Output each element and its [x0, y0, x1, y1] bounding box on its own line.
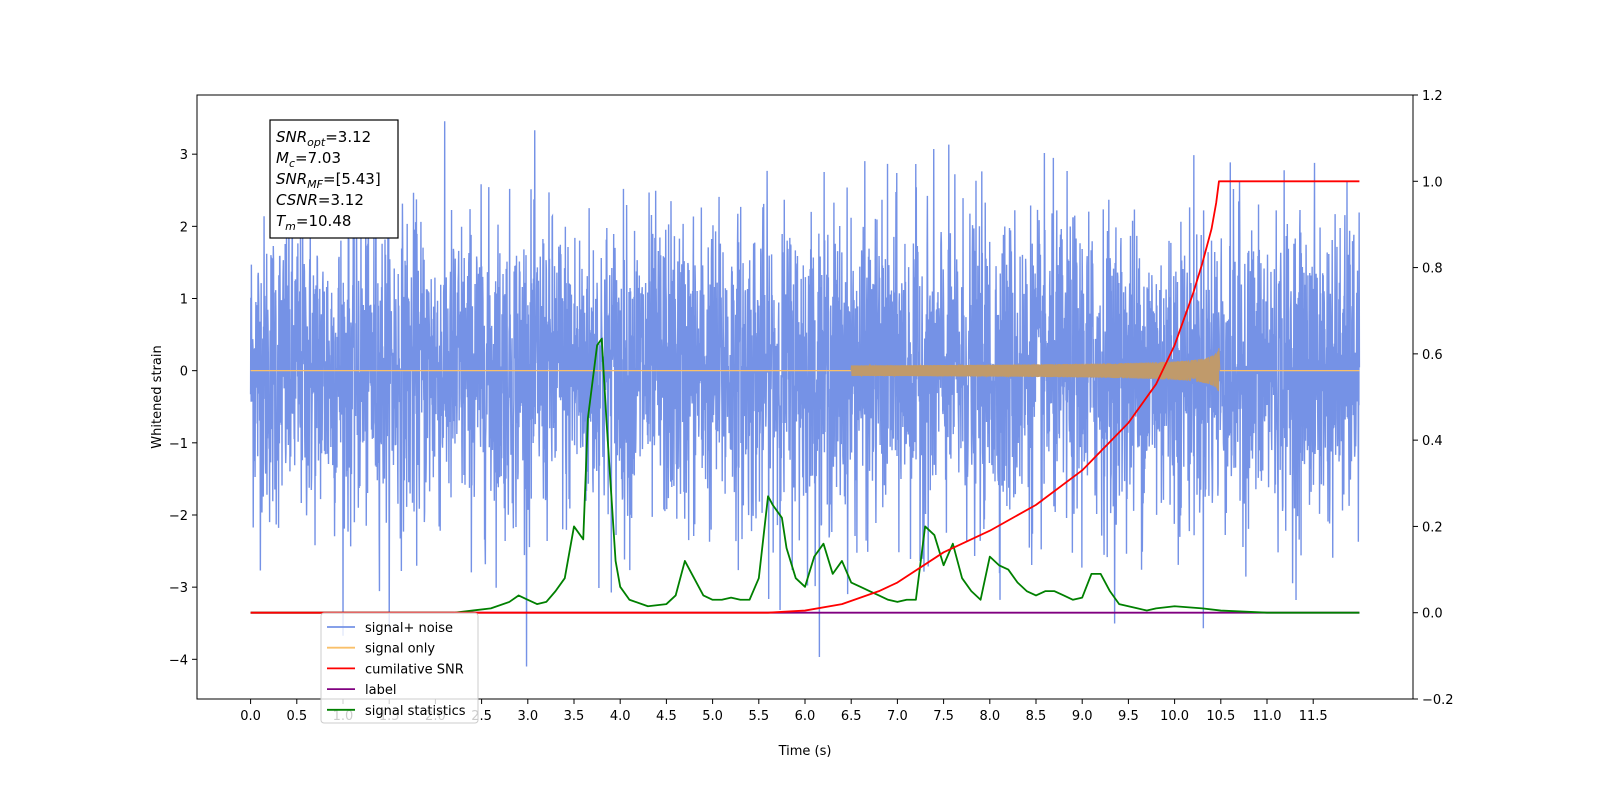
x-tick-label: 3.0	[517, 709, 538, 724]
x-tick-label: 0.0	[240, 709, 261, 724]
legend: signal+ noise signal only cumilative SNR la…	[320, 612, 479, 724]
y-tick-label: −4	[169, 653, 188, 668]
x-tick-label: 5.0	[702, 709, 723, 724]
cumulative-snr-line	[250, 180, 1360, 614]
x-tick-label: 8.0	[979, 709, 1000, 724]
y-tick-label: 3	[180, 148, 188, 163]
annotation-frame	[269, 119, 399, 239]
x-tick-label: 9.5	[1118, 709, 1139, 724]
x-tick-label: 10.0	[1160, 709, 1189, 724]
y-tick-label: −2	[169, 509, 188, 524]
annotation-line: CSNR=3.12	[276, 191, 364, 209]
x-tick-label: 0.5	[286, 709, 307, 724]
x-tick-label: 7.5	[933, 709, 954, 724]
x-axis-label: Time (s)	[778, 744, 832, 759]
signal-only-chirp	[850, 348, 1221, 392]
legend-label: cumilative SNR	[365, 662, 464, 677]
legend-item-label: label	[327, 683, 396, 698]
x-tick-label: 11.0	[1253, 709, 1282, 724]
y2-tick-label: 1.2	[1422, 89, 1443, 104]
y2-tick-label: 0.8	[1422, 262, 1443, 277]
y-tick-label: −3	[169, 581, 188, 596]
y2-tick-label: 1.0	[1422, 175, 1443, 190]
legend-item-cumulative-snr: cumilative SNR	[327, 662, 464, 677]
annotation-line: Mc=7.03	[276, 149, 341, 170]
annotation-line: SNRopt=3.12	[276, 128, 371, 149]
x-tick-label: 5.5	[748, 709, 769, 724]
legend-label: signal only	[365, 642, 435, 657]
y2-tick-label: −0.2	[1422, 693, 1454, 708]
y-axis-ticks: −4 −3 −2 −1 0 1 2 3	[169, 148, 197, 668]
x-tick-label: 9.0	[1072, 709, 1093, 724]
x-tick-label: 11.5	[1299, 709, 1328, 724]
x-tick-label: 4.5	[656, 709, 677, 724]
y-tick-label: −1	[169, 437, 188, 452]
signal-noise-line	[249, 121, 1361, 667]
x-tick-label: 6.5	[841, 709, 862, 724]
legend-label: signal statistics	[365, 704, 466, 719]
x-tick-label: 8.5	[1026, 709, 1047, 724]
signal-statistics-line	[250, 337, 1360, 614]
legend-frame	[320, 612, 479, 724]
signal-noise-series	[249, 121, 1361, 667]
signal-only-series	[250, 348, 1360, 392]
y2-tick-label: 0.6	[1422, 348, 1443, 363]
annotation-line: Tm=10.48	[276, 212, 351, 233]
x-tick-label: 4.0	[610, 709, 631, 724]
annotation-line: SNRMF=[5.43]	[276, 170, 381, 191]
x-tick-label: 10.5	[1206, 709, 1235, 724]
x-tick-label: 6.0	[795, 709, 816, 724]
y-tick-label: 1	[180, 292, 188, 307]
y2-tick-label: 0.0	[1422, 607, 1443, 622]
y-tick-label: 2	[180, 220, 188, 235]
legend-label: signal+ noise	[365, 621, 453, 636]
y2-tick-label: 0.4	[1422, 434, 1443, 449]
y-axis-label: Whitened strain	[150, 345, 165, 448]
legend-item-signal-only: signal only	[327, 642, 435, 657]
y2-tick-label: 0.2	[1422, 520, 1443, 535]
x-tick-label: 7.0	[887, 709, 908, 724]
y-tick-label: 0	[180, 365, 188, 380]
y2-axis-ticks: −0.2 0.0 0.2 0.4 0.6 0.8 1.0 1.2	[1413, 89, 1454, 708]
x-tick-label: 3.5	[564, 709, 585, 724]
legend-label: label	[365, 683, 396, 698]
legend-item-signal-noise: signal+ noise	[327, 621, 453, 636]
legend-item-signal-statistics: signal statistics	[327, 704, 466, 719]
